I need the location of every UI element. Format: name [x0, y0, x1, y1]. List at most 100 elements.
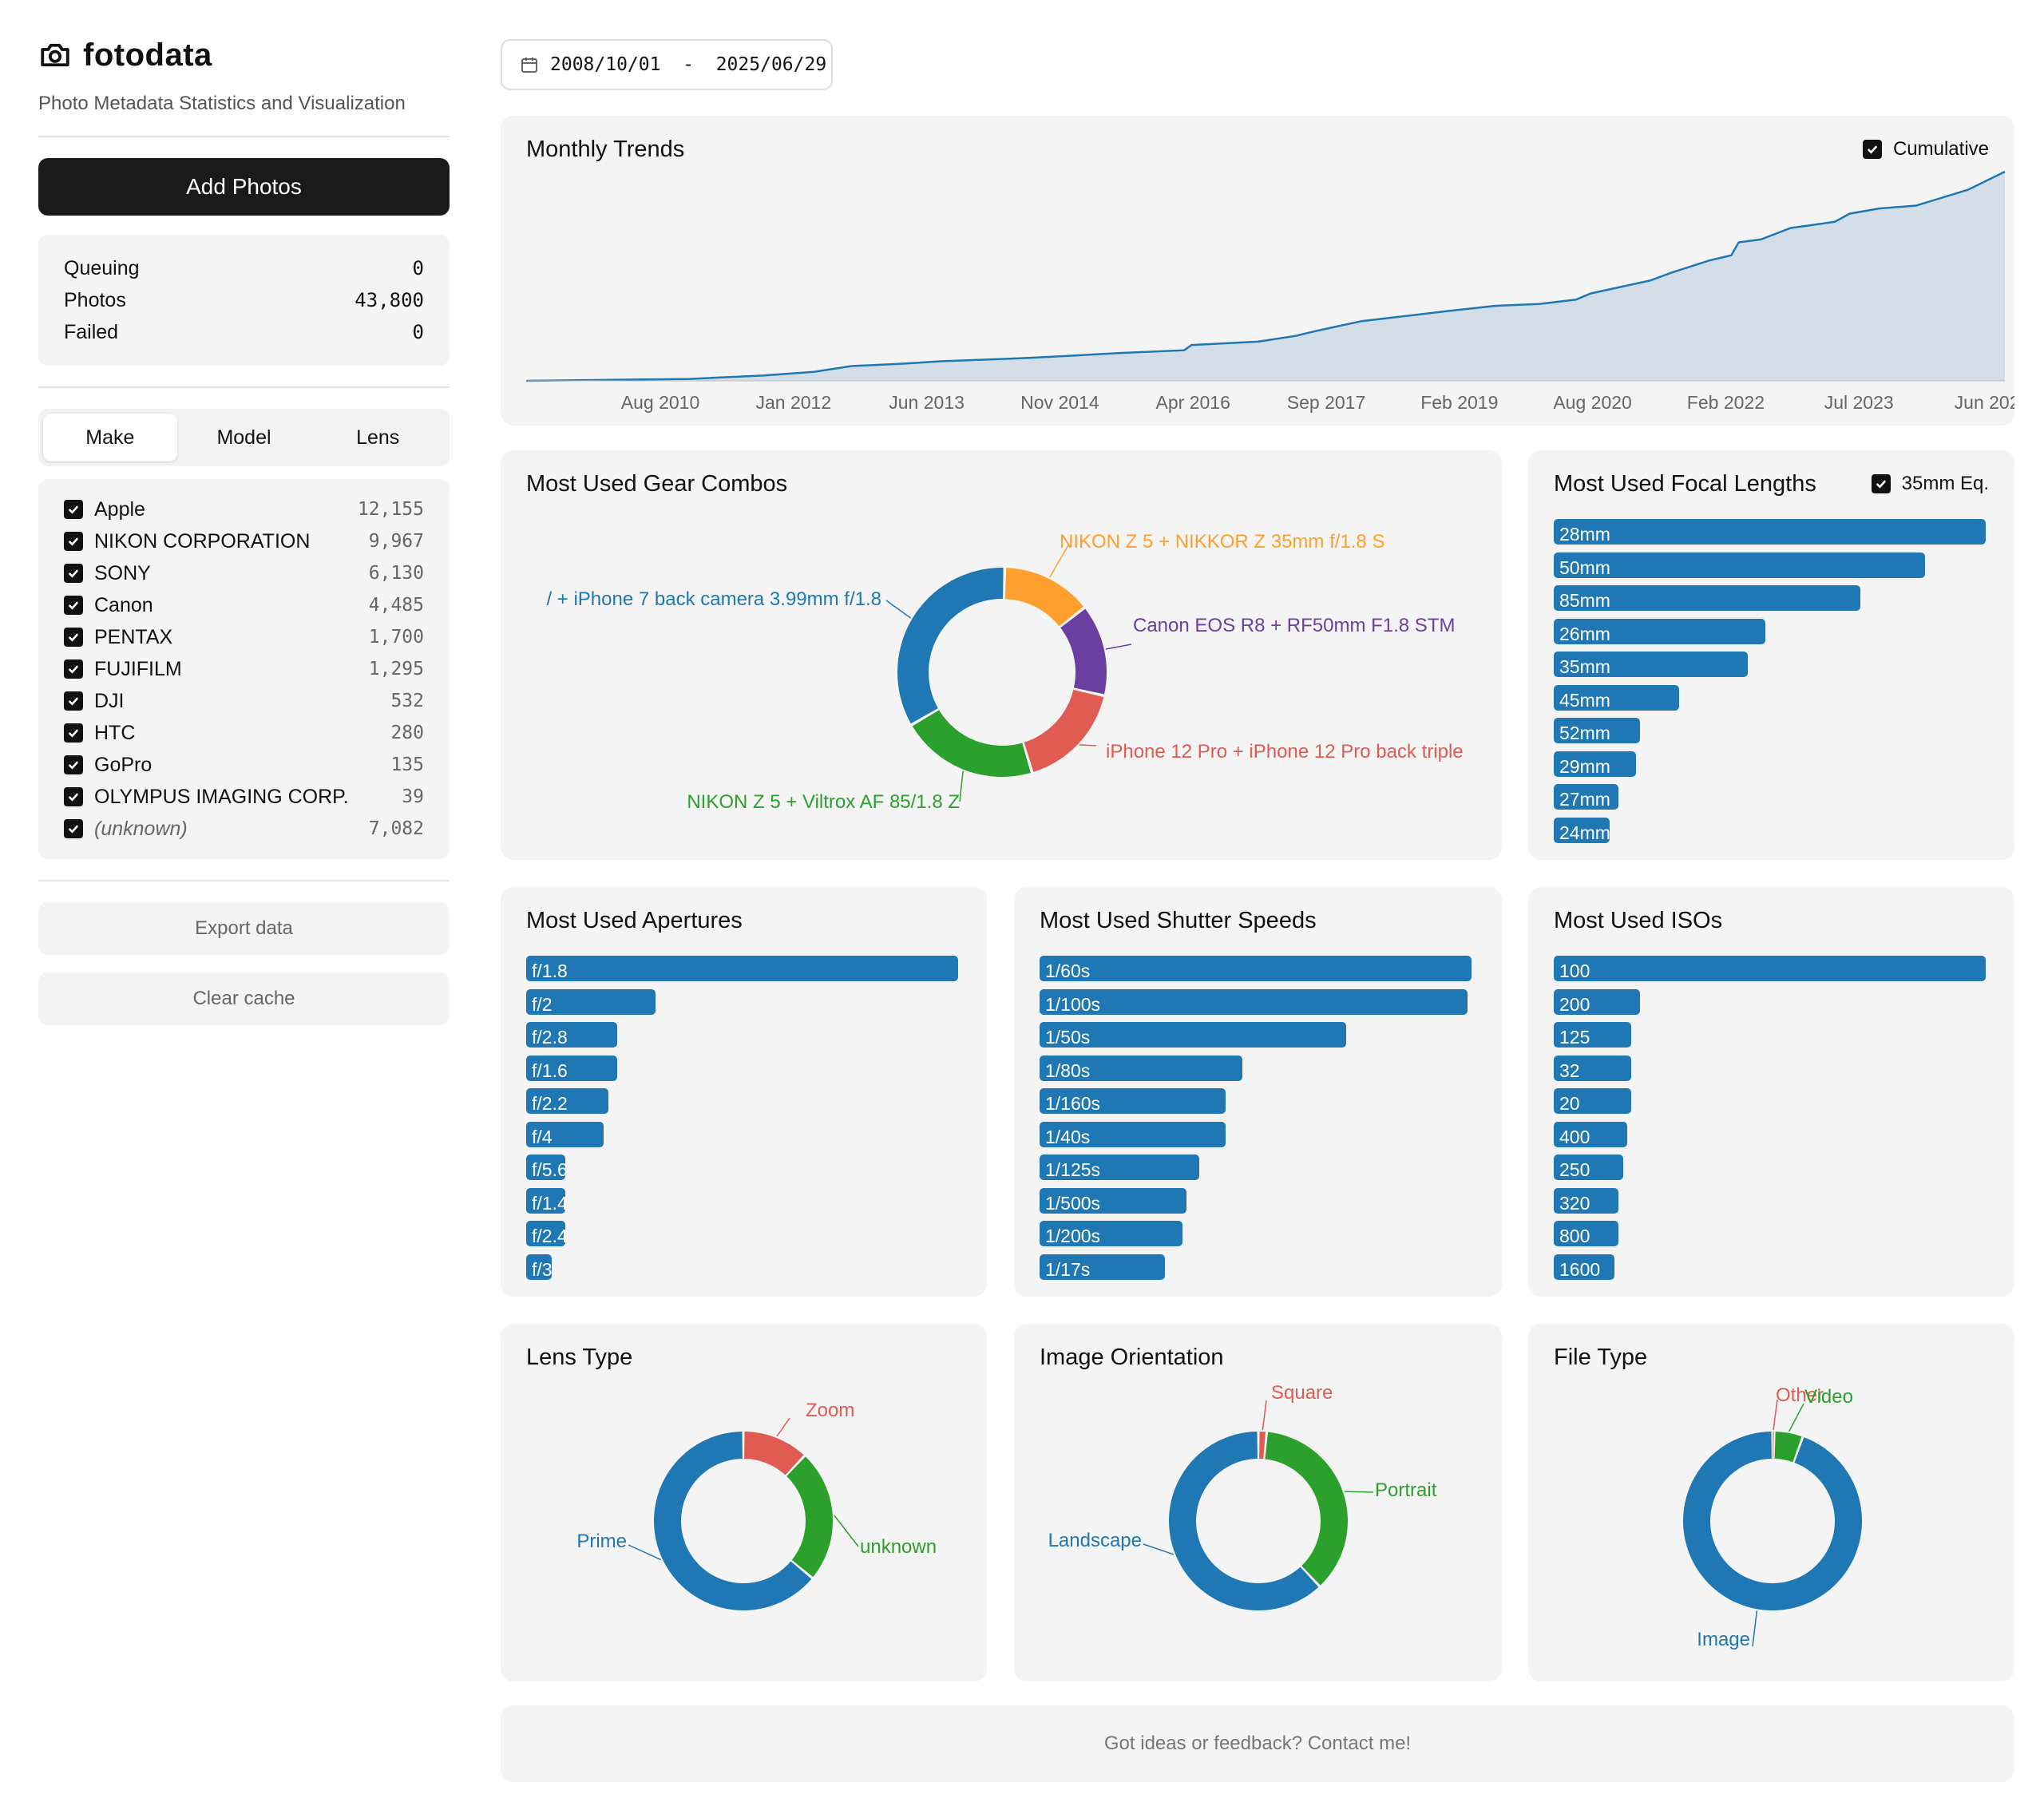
add-photos-button[interactable]: Add Photos [38, 158, 450, 216]
bar: 1/200s [1040, 1221, 1182, 1246]
make-count: 12,155 [357, 499, 424, 520]
bar: 28mm [1554, 519, 1986, 545]
bar-label: 1/100s [1045, 993, 1101, 1015]
app-name: fotodata [83, 37, 212, 73]
checkbox-checked-icon[interactable] [64, 596, 83, 615]
checkbox-checked-icon[interactable] [64, 819, 83, 838]
gear-combos-title: Most Used Gear Combos [526, 471, 788, 497]
focal-lengths-title: Most Used Focal Lengths [1554, 471, 1816, 497]
tab-make[interactable]: Make [43, 414, 177, 461]
bar-label: 800 [1559, 1226, 1590, 1246]
make-filter-item[interactable]: FUJIFILM 1,295 [64, 653, 424, 685]
tab-lens[interactable]: Lens [356, 426, 400, 449]
checkbox-checked-icon[interactable] [64, 723, 83, 743]
stats-panel: Queuing 0 Photos 43,800 Failed 0 [38, 235, 450, 366]
bar-label: 52mm [1559, 723, 1610, 743]
make-count: 7,082 [368, 818, 424, 839]
bar-label: 250 [1559, 1159, 1590, 1180]
stat-failed: Failed 0 [64, 316, 424, 348]
stat-value: 0 [412, 257, 424, 279]
bar-label: 24mm [1559, 822, 1610, 843]
shutter-speeds-title: Most Used Shutter Speeds [1040, 908, 1317, 933]
bar: 27mm [1554, 784, 1619, 810]
bar-label: 200 [1559, 993, 1590, 1015]
bar-label: 1600 [1559, 1258, 1601, 1280]
bar-label: 100 [1559, 960, 1590, 981]
apertures-card: Most Used Apertures f/1.8 f/2 f/2.8 f/1.6 f/… [501, 887, 987, 1297]
slice-label: Zoom [806, 1400, 854, 1421]
checkbox-checked-icon[interactable] [64, 755, 83, 774]
make-filter-item[interactable]: DJI 532 [64, 685, 424, 717]
bar: 1/125s [1040, 1155, 1200, 1180]
leader-line [1079, 744, 1097, 747]
bar: 1/50s [1040, 1022, 1347, 1048]
date-range-picker[interactable]: 2008/10/01 - 2025/06/29 [501, 39, 833, 90]
make-filter-item[interactable]: HTC 280 [64, 717, 424, 749]
make-filter-item[interactable]: SONY 6,130 [64, 557, 424, 589]
bar-label: f/1.6 [532, 1059, 568, 1081]
make-count: 280 [390, 723, 424, 743]
bar-label: 26mm [1559, 623, 1610, 644]
bar-label: 35mm [1559, 656, 1610, 677]
bar-label: f/2.2 [532, 1093, 568, 1114]
make-filter-item[interactable]: NIKON CORPORATION 9,967 [64, 525, 424, 557]
slice-label: iPhone 12 Pro + iPhone 12 Pro back tripl… [1106, 741, 1464, 762]
tab-model[interactable]: Model [216, 426, 271, 449]
feedback-link[interactable]: Got ideas or feedback? Contact me! [501, 1705, 2014, 1782]
export-data-button[interactable]: Export data [38, 902, 450, 955]
bar: f/4 [526, 1121, 604, 1147]
bar: 400 [1554, 1121, 1627, 1147]
stat-photos: Photos 43,800 [64, 284, 424, 316]
x-tick-label: Nov 2014 [1020, 392, 1099, 413]
leader-line [959, 770, 964, 802]
donut-slice [912, 710, 1031, 777]
checkbox-checked-icon[interactable] [64, 500, 83, 519]
checkbox-checked-icon[interactable] [64, 659, 83, 679]
slice-label: Square [1271, 1382, 1333, 1404]
make-name: GoPro [94, 753, 153, 776]
trend-area [526, 172, 2005, 381]
make-filter-item[interactable]: (unknown) 7,082 [64, 813, 424, 845]
checkbox-checked-icon[interactable] [64, 564, 83, 583]
bar: 35mm [1554, 652, 1749, 677]
checkbox-checked-icon[interactable] [64, 691, 83, 711]
x-tick-label: Sep 2017 [1287, 392, 1365, 413]
slice-label: Portrait [1375, 1479, 1437, 1501]
bar: 85mm [1554, 585, 1861, 611]
make-filter-item[interactable]: Canon 4,485 [64, 589, 424, 621]
bar-label: 20 [1559, 1093, 1580, 1114]
date-range-text: 2008/10/01 - 2025/06/29 [550, 54, 827, 75]
make-filter-item[interactable]: OLYMPUS IMAGING CORP. 39 [64, 781, 424, 813]
donut-slice [1774, 1432, 1802, 1463]
slice-label: NIKON Z 5 + Viltrox AF 85/1.8 Z [687, 791, 960, 813]
35mm-eq-toggle[interactable]: 35mm Eq. [1871, 473, 1989, 495]
make-filter-item[interactable]: Apple 12,155 [64, 493, 424, 525]
leader-line [776, 1417, 790, 1437]
make-filter-item[interactable]: GoPro 135 [64, 749, 424, 781]
donut-slice [786, 1456, 833, 1578]
checkbox-checked-icon[interactable] [64, 628, 83, 647]
bar-label: 125 [1559, 1027, 1590, 1048]
file-type-title: File Type [1554, 1345, 1648, 1370]
bar: 1/160s [1040, 1088, 1226, 1114]
clear-cache-button[interactable]: Clear cache [38, 972, 450, 1025]
x-tick-label: Jun 2025 [1955, 392, 2014, 413]
bar-label: 85mm [1559, 590, 1610, 611]
leader-line [1049, 543, 1070, 578]
x-tick-label: Feb 2019 [1420, 392, 1498, 413]
slice-label: Landscape [1048, 1530, 1142, 1551]
make-count: 1,295 [368, 659, 424, 679]
stat-queuing: Queuing 0 [64, 252, 424, 284]
bar-label: 1/40s [1045, 1126, 1091, 1147]
checkbox-checked-icon[interactable] [64, 787, 83, 806]
checkbox-checked-icon[interactable] [64, 532, 83, 551]
bar: 24mm [1554, 817, 1610, 843]
donut-slice [1683, 1432, 1862, 1610]
make-name: OLYMPUS IMAGING CORP. [94, 785, 349, 808]
donut-slice [1024, 689, 1104, 772]
cumulative-toggle[interactable]: Cumulative [1862, 138, 1989, 160]
make-filter-item[interactable]: PENTAX 1,700 [64, 621, 424, 653]
make-name: Canon [94, 593, 153, 616]
make-count: 9,967 [368, 531, 424, 552]
